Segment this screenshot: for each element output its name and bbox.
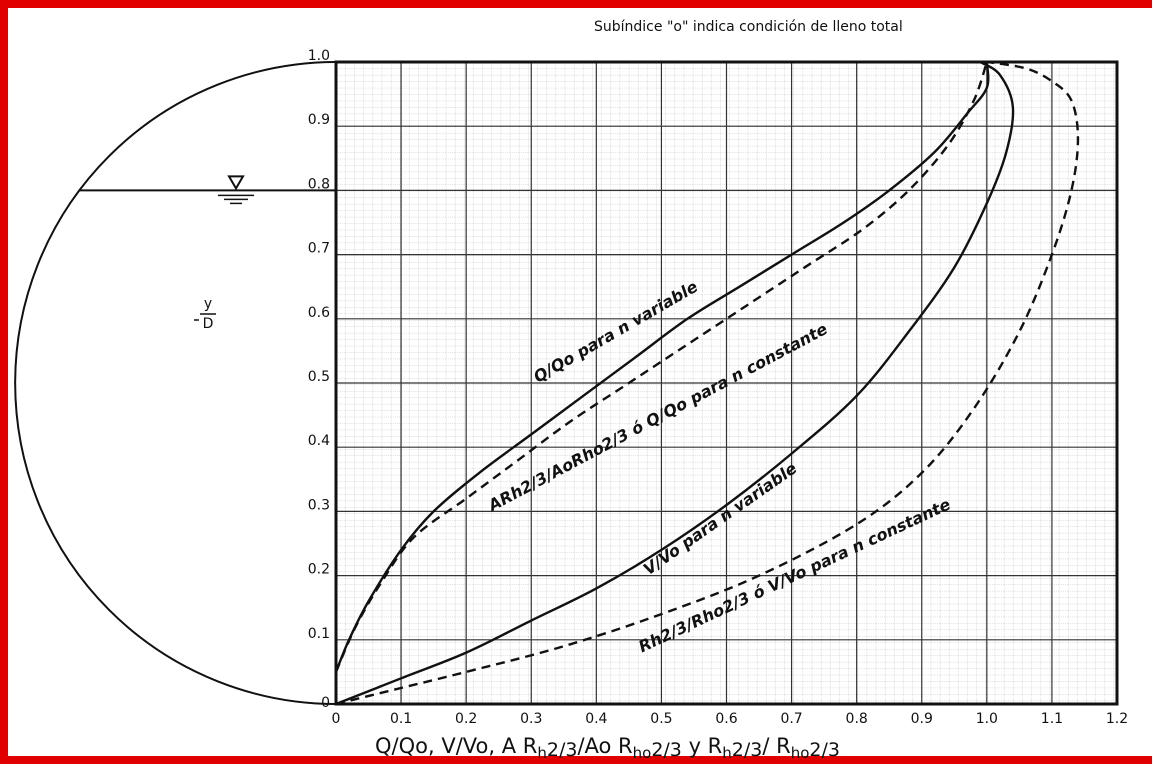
y-tick-label: 0 xyxy=(321,695,330,711)
y-tick-label: 1.0 xyxy=(308,48,330,64)
x-tick-label: 0.9 xyxy=(911,711,933,727)
x-tick-label: 0.8 xyxy=(846,711,868,727)
x-tick-label: 0 xyxy=(332,711,341,727)
water-level-icon xyxy=(218,175,254,205)
y-tick-label: 0.3 xyxy=(308,497,330,513)
x-tick-label: 0.5 xyxy=(650,711,672,727)
y-axis-label-numerator: y xyxy=(204,296,212,312)
y-tick-label: 0.4 xyxy=(308,433,330,449)
y-tick-label: 0.1 xyxy=(308,626,330,642)
y-tick-label: 0.9 xyxy=(308,112,330,128)
y-tick-label: 0.5 xyxy=(308,369,330,385)
series-line-3 xyxy=(335,60,1015,706)
series-line-4 xyxy=(335,60,1080,706)
x-tick-label: 0.1 xyxy=(390,711,412,727)
y-axis-label-denominator: D xyxy=(203,316,214,332)
x-axis-ticks: 0 0.1 0.2 0.3 0.4 0.5 0.6 0.7 0.8 0.9 1.0 1.1 1.2 xyxy=(332,711,1129,727)
y-tick-label: 0.7 xyxy=(308,241,330,257)
y-tick-label: 0.6 xyxy=(308,305,330,321)
series-layer xyxy=(334,60,1080,706)
y-axis-ticks: 0 0.1 0.2 0.3 0.4 0.5 0.6 0.7 0.8 0.9 1.0 xyxy=(308,48,330,711)
x-tick-label: 0.7 xyxy=(780,711,802,727)
x-tick-label: 0.4 xyxy=(585,711,607,727)
water-level-triangle xyxy=(227,175,245,191)
y-tick-label: 0.2 xyxy=(308,562,330,578)
x-tick-label: 0.2 xyxy=(455,711,477,727)
series-line-1 xyxy=(334,61,990,673)
plot-border xyxy=(334,60,1119,706)
chart-title: Subíndice "o" indica condición de lleno … xyxy=(594,19,903,35)
x-tick-label: 0.6 xyxy=(715,711,737,727)
pipe-circle-outline xyxy=(14,61,337,705)
y-tick-label: 0.8 xyxy=(308,176,330,192)
x-tick-label: 0.3 xyxy=(520,711,542,727)
x-tick-label: 1.0 xyxy=(976,711,998,727)
series-line-2 xyxy=(334,61,988,673)
x-axis-label: Q/Qo, V/Vo, A Rh2/3/Ao Rho2/3 y Rh2/3/ R… xyxy=(375,734,840,762)
pipe-cross-section xyxy=(14,61,337,705)
x-tick-label: 1.2 xyxy=(1106,711,1128,727)
x-tick-label: 1.1 xyxy=(1041,711,1063,727)
